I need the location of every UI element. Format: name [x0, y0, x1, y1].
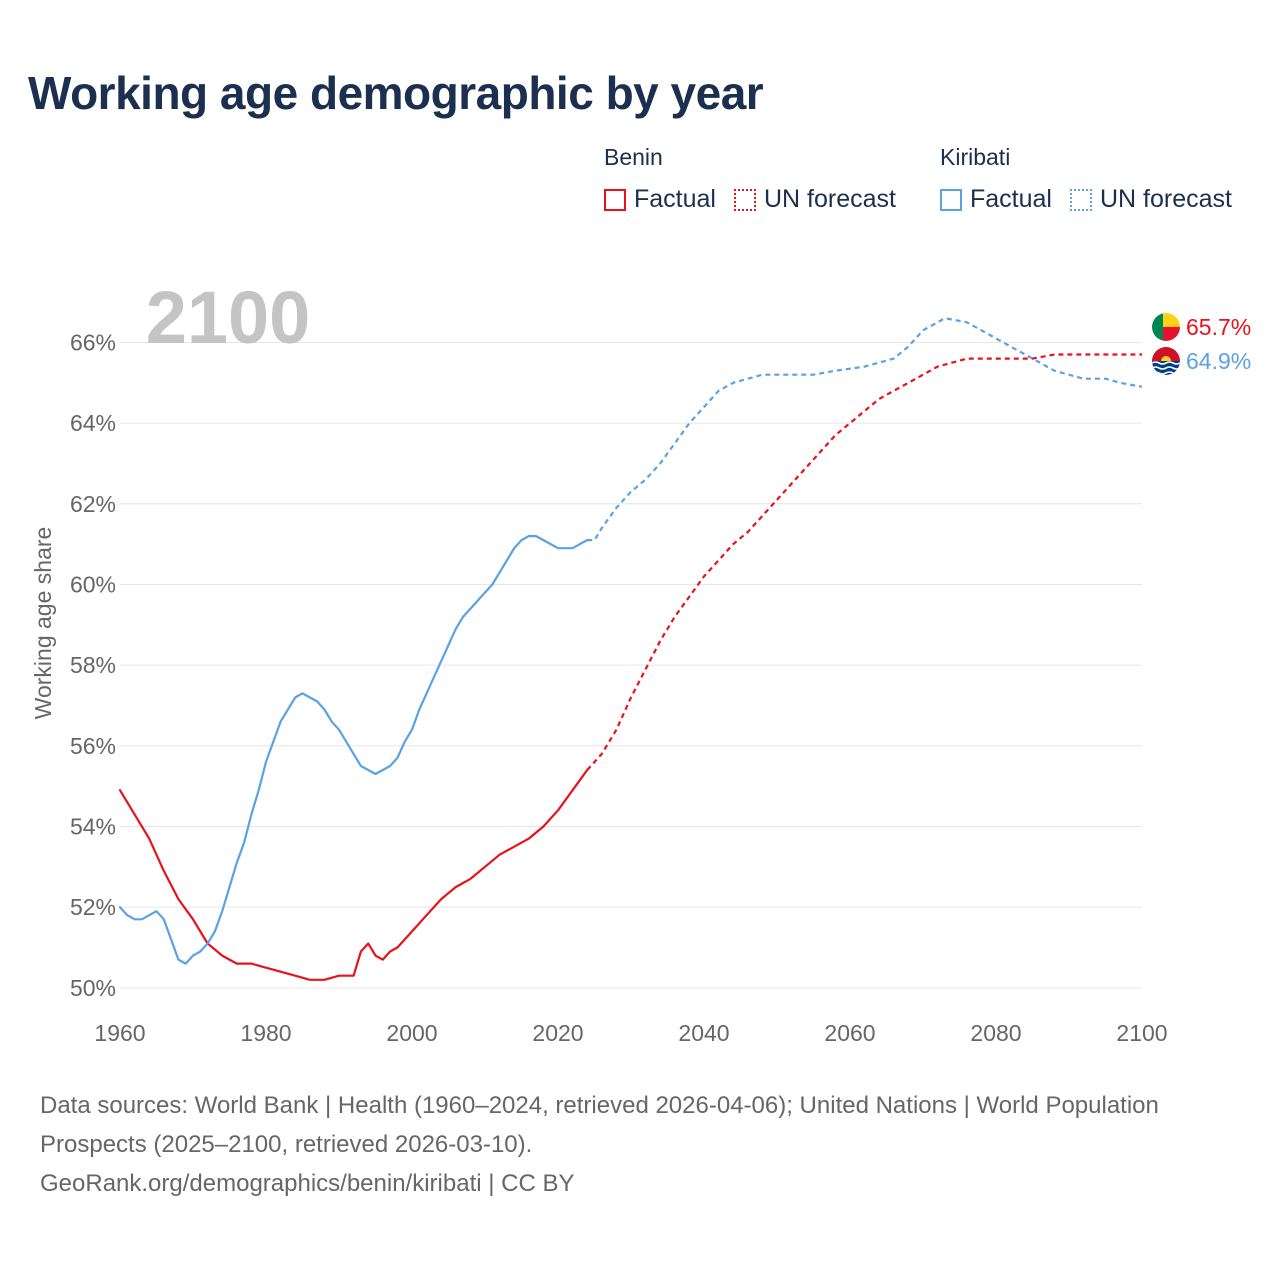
legend-group-benin: Benin Factual UN forecast: [604, 144, 914, 214]
benin-forecast-line: [586, 353, 1142, 771]
benin-end-value-label: 65.7%: [1186, 314, 1251, 340]
y-axis-label: Working age share: [30, 527, 56, 720]
legend-item-benin-forecast[interactable]: UN forecast: [733, 185, 896, 214]
y-tick-label: 66%: [70, 329, 116, 355]
attribution-link[interactable]: GeoRank.org/demographics/benin/kiribati …: [40, 1170, 575, 1197]
x-tick-label: 2100: [1116, 1020, 1167, 1046]
legend-group-kiribati: Kiribati Factual UN forecast: [940, 144, 1250, 214]
x-tick-label: 1980: [240, 1020, 291, 1046]
solid-swatch-icon: [940, 188, 962, 211]
legend-item-benin-factual[interactable]: Factual: [604, 185, 716, 214]
y-tick-label: 52%: [70, 894, 116, 920]
legend-label: UN forecast: [1099, 185, 1232, 213]
x-tick-label: 2080: [970, 1020, 1021, 1046]
legend-group-name: Kiribati: [940, 144, 1011, 170]
y-tick-label: 62%: [70, 491, 116, 517]
legend-label: UN forecast: [763, 185, 896, 213]
x-tick-label: 2000: [386, 1020, 437, 1046]
dotted-swatch-icon: [733, 188, 756, 211]
legend-group-name: Benin: [604, 144, 663, 170]
y-tick-label: 50%: [70, 975, 116, 1001]
kiribati-forecast-line: [587, 317, 1143, 542]
y-tick-label: 64%: [70, 410, 116, 436]
footer: Data sources: World Bank | Health (1960–…: [40, 1086, 1160, 1203]
x-tick-label: 2060: [824, 1020, 875, 1046]
grid-lines: [120, 341, 1142, 989]
series-layer: [118, 317, 1143, 981]
y-tick-label: 54%: [70, 813, 116, 839]
legend-label: Factual: [634, 185, 716, 213]
benin-flag-icon: [1152, 313, 1180, 341]
y-tick-label: 58%: [70, 652, 116, 678]
year-watermark: 2100: [146, 276, 311, 359]
chart-title: Working age demographic by year: [28, 67, 764, 119]
legend-item-kiribati-factual[interactable]: Factual: [940, 185, 1052, 214]
legend-item-kiribati-forecast[interactable]: UN forecast: [1069, 185, 1232, 214]
y-tick-label: 56%: [70, 733, 116, 759]
kiribati-factual-line: [118, 535, 589, 965]
y-tick-label: 60%: [70, 571, 116, 597]
kiribati-end-value-label: 64.9%: [1186, 348, 1251, 374]
x-tick-label: 1960: [94, 1020, 145, 1046]
benin-factual-line: [118, 768, 589, 981]
y-axis-ticks: 50% 52% 54% 56% 58% 60% 62% 64% 66%: [70, 329, 116, 1000]
dotted-swatch-icon: [1069, 188, 1092, 211]
legend-label: Factual: [970, 185, 1052, 213]
x-axis-ticks: 1960 1980 2000 2020 2040 2060 2080 2100: [94, 1020, 1167, 1046]
kiribati-flag-icon: [1152, 347, 1180, 375]
line-chart: 50% 52% 54% 56% 58% 60% 62% 64% 66% 1960 1980 2000…: [30, 276, 1251, 1046]
x-tick-label: 2020: [532, 1020, 583, 1046]
data-sources-note: Data sources: World Bank | Health (1960–…: [40, 1092, 1159, 1158]
x-tick-label: 2040: [678, 1020, 729, 1046]
solid-swatch-icon: [604, 188, 626, 211]
